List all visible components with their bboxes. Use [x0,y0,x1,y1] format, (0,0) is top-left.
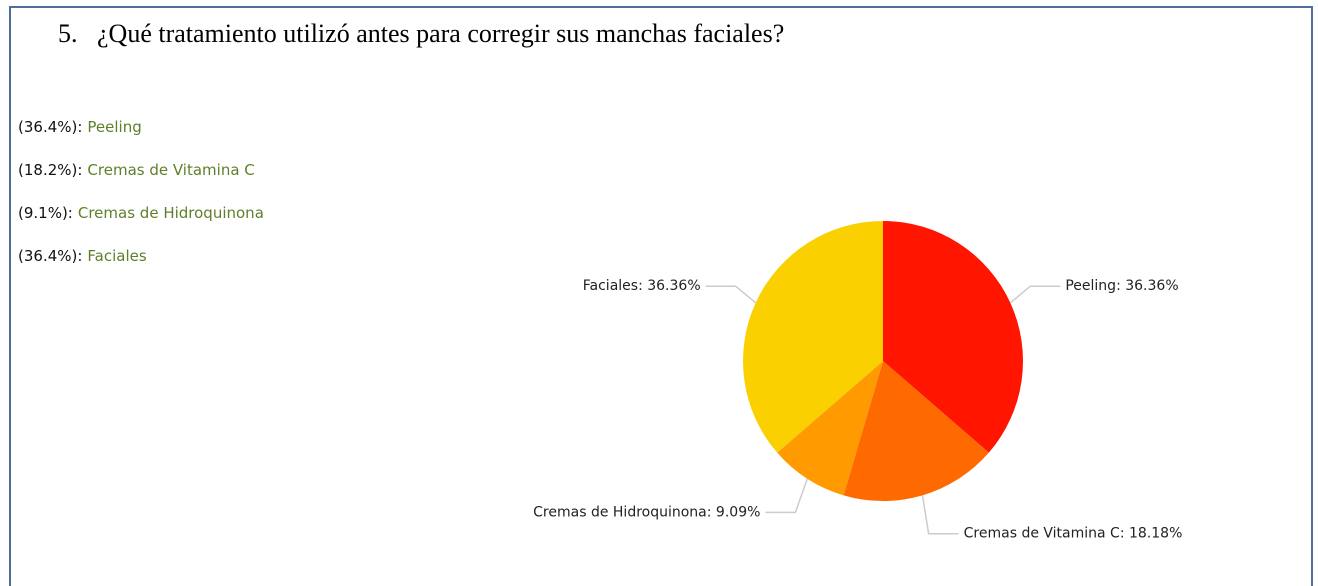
leader-line [765,478,809,514]
leader-line [1009,285,1061,304]
pie-slice [843,361,989,501]
pie-slice [743,221,883,453]
leader-line [921,495,959,535]
pie-slice [883,221,1024,453]
legend-entry: (36.4%): Peeling [18,118,142,136]
legend-name: Faciales [87,247,146,265]
legend-entry: (9.1%): Cremas de Hidroquinona [18,204,264,222]
legend-percent: (18.2%): [18,161,82,179]
legend-name: Cremas de Vitamina C [87,161,254,179]
slice-label: Cremas de Hidroquinona: 9.09% [533,504,760,520]
legend-entry: (18.2%): Cremas de Vitamina C [18,161,255,179]
legend-percent: (36.4%): [18,118,82,136]
frame [9,6,1313,586]
legend-percent: (9.1%): [18,204,73,222]
pie-slice [777,361,883,496]
leader-line [705,285,757,304]
legend-name: Cremas de Hidroquinona [78,204,264,222]
legend-percent: (36.4%): [18,247,82,265]
slice-label: Faciales: 36.36% [583,278,701,294]
legend-name: Peeling [87,118,141,136]
legend-entry: (36.4%): Faciales [18,247,147,265]
slice-label: Peeling: 36.36% [1065,278,1178,294]
slice-label: Cremas de Vitamina C: 18.18% [964,526,1183,542]
question-title: 5. ¿Qué tratamiento utilizó antes para c… [58,19,784,48]
